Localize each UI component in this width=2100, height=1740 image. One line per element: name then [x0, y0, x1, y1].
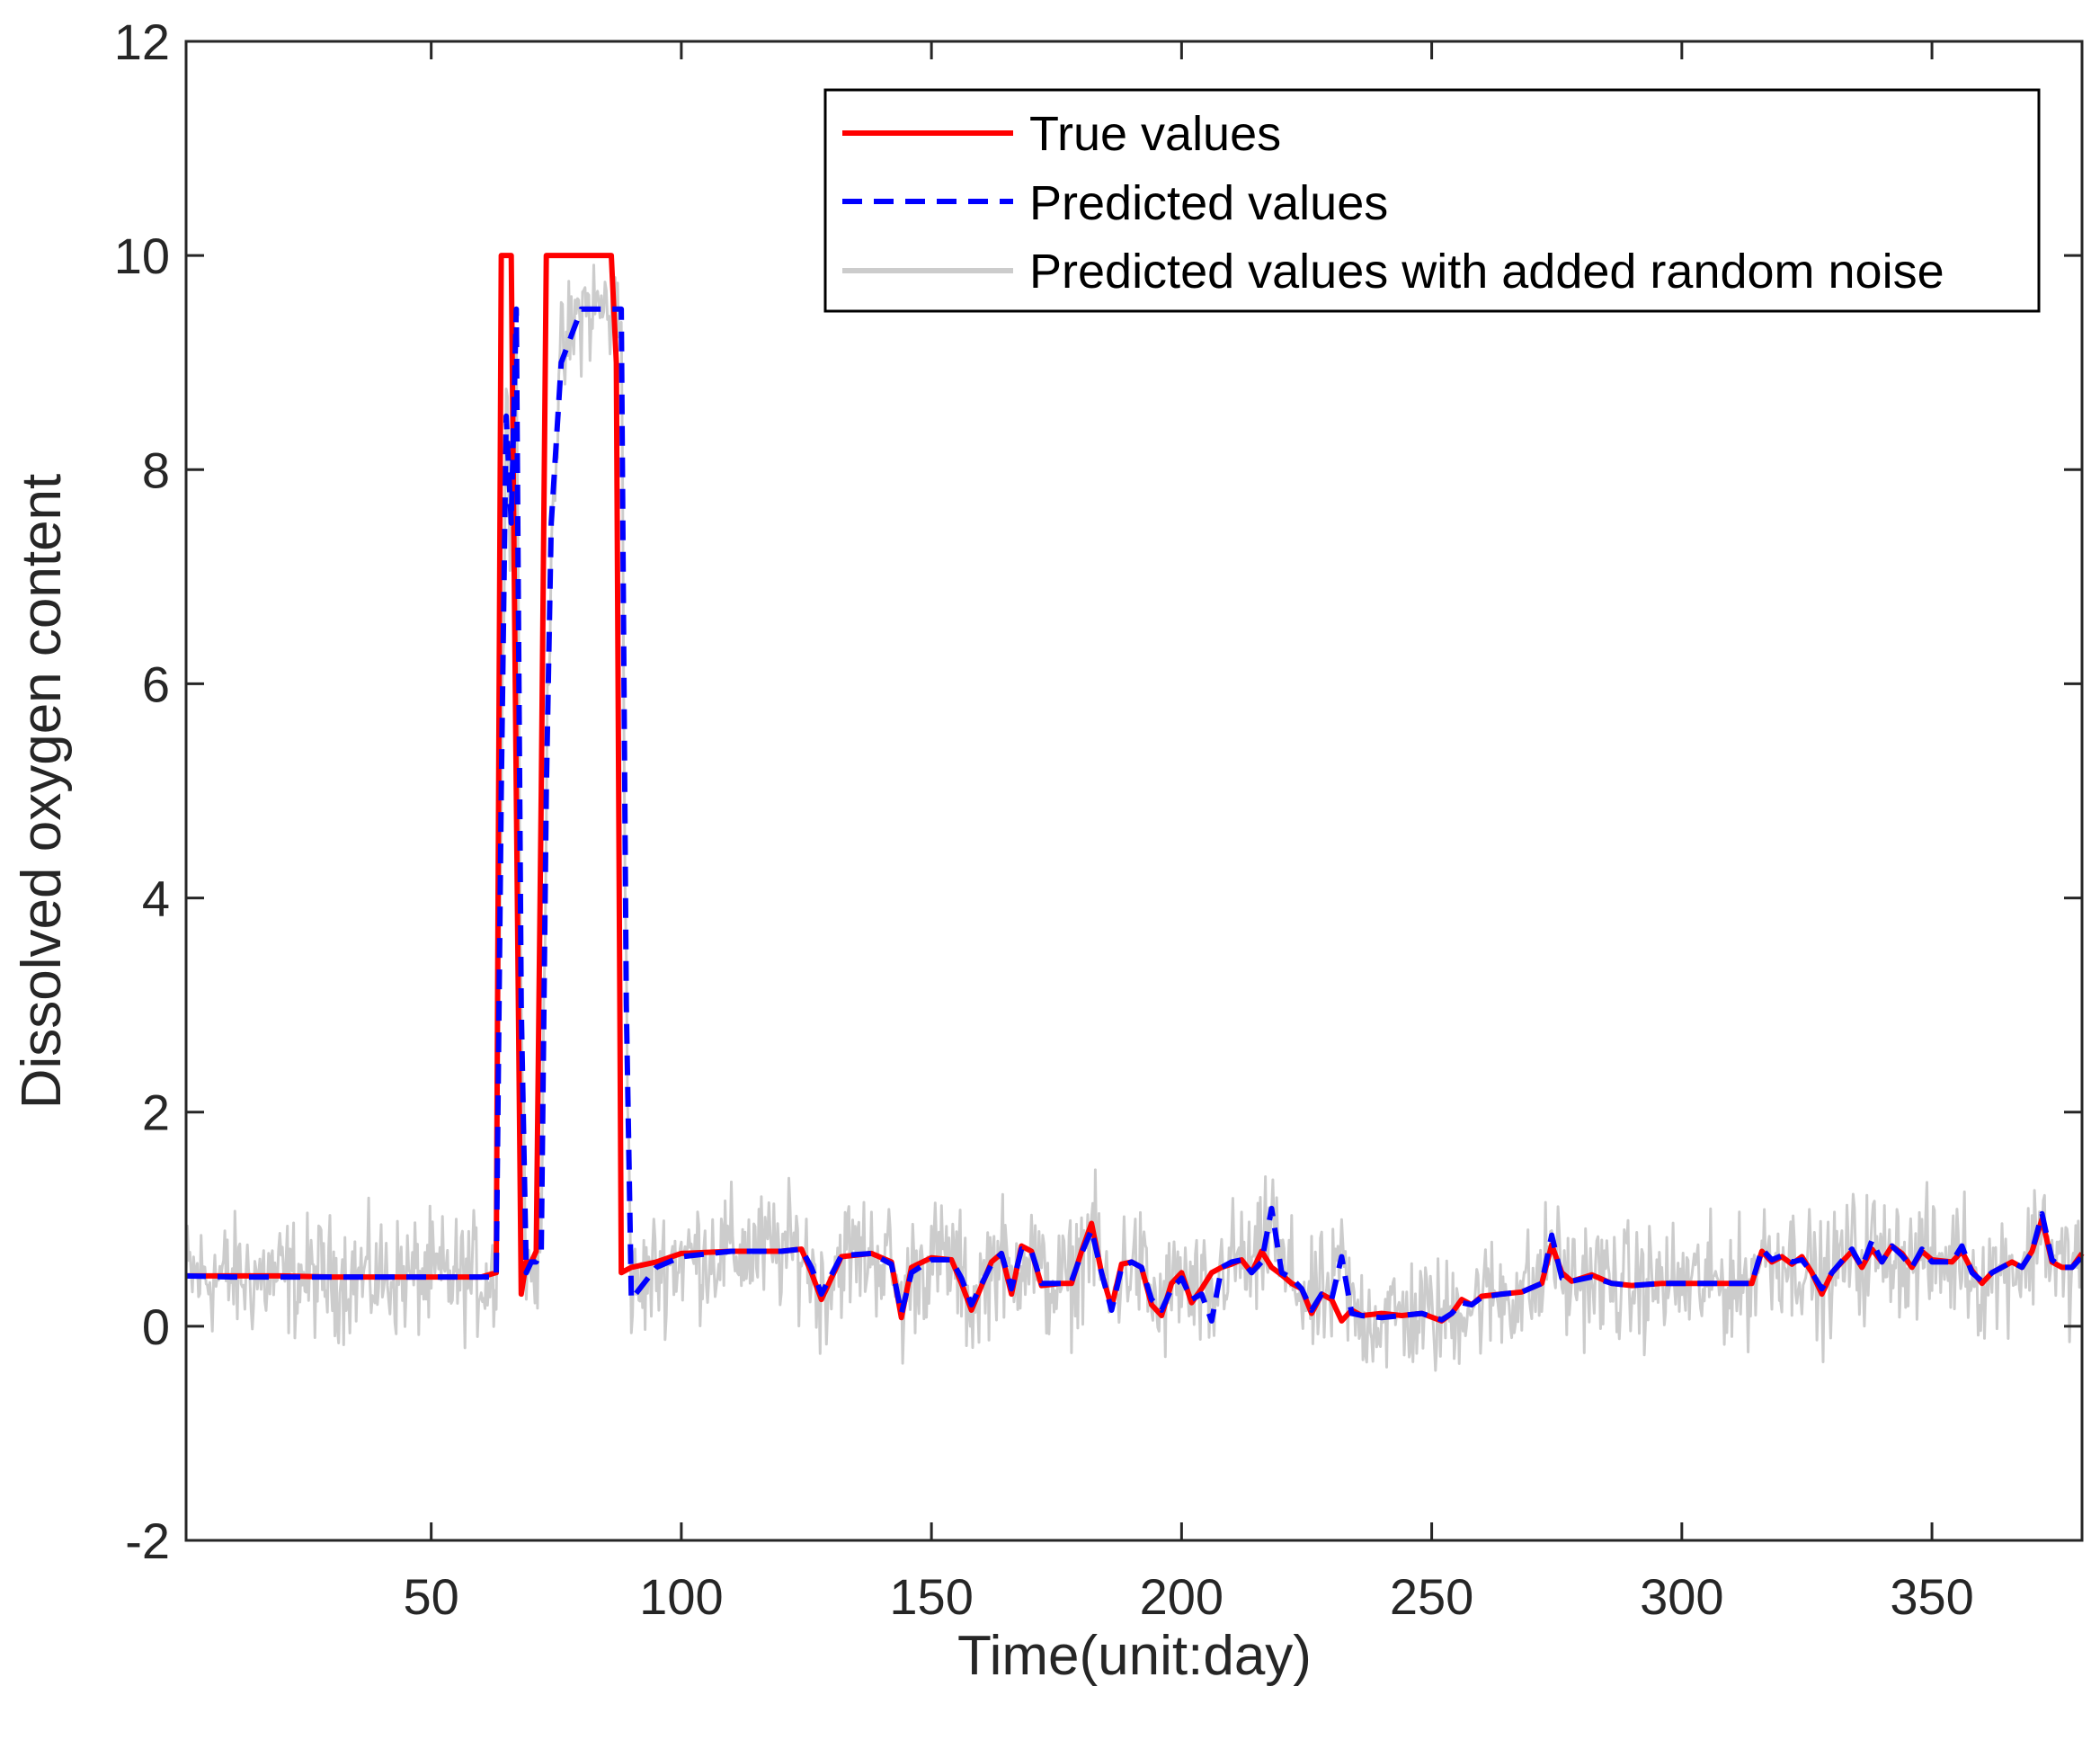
x-tick-label: 350 [1890, 1568, 1973, 1625]
y-tick-label: 4 [142, 870, 170, 927]
y-tick-label: -2 [125, 1512, 170, 1569]
y-tick-label: 12 [114, 13, 170, 70]
x-tick-label: 150 [889, 1568, 973, 1625]
series-layer [184, 253, 2085, 1372]
x-axis-label: Time(unit:day) [957, 1625, 1312, 1687]
y-tick-label: 2 [142, 1084, 170, 1141]
legend-label-true-values: True values [1029, 107, 1281, 161]
legend-label-noisy-values: Predicted values with added random noise [1029, 245, 1944, 299]
y-axis: -2 0 2 4 6 8 10 12 [114, 13, 2082, 1569]
y-tick-label: 0 [142, 1298, 170, 1355]
legend-box [823, 88, 2041, 313]
series-line-predicted-values [185, 306, 2085, 1324]
legend-label-predicted-values: Predicted values [1029, 176, 1388, 230]
x-axis: 50 100 150 200 250 300 350 [404, 41, 1974, 1625]
x-tick-label: 300 [1640, 1568, 1723, 1625]
y-axis-label: Dissolved oxygen content [11, 474, 73, 1110]
x-tick-label: 50 [404, 1568, 459, 1625]
y-tick-label: 10 [114, 228, 170, 284]
x-tick-label: 200 [1140, 1568, 1224, 1625]
legend: True values Predicted values Predicted v… [823, 88, 2041, 313]
y-tick-label: 6 [142, 656, 170, 712]
plot-area-frame [184, 40, 2084, 1542]
y-tick-label: 8 [142, 442, 170, 498]
x-tick-label: 250 [1390, 1568, 1473, 1625]
x-tick-label: 100 [639, 1568, 723, 1625]
